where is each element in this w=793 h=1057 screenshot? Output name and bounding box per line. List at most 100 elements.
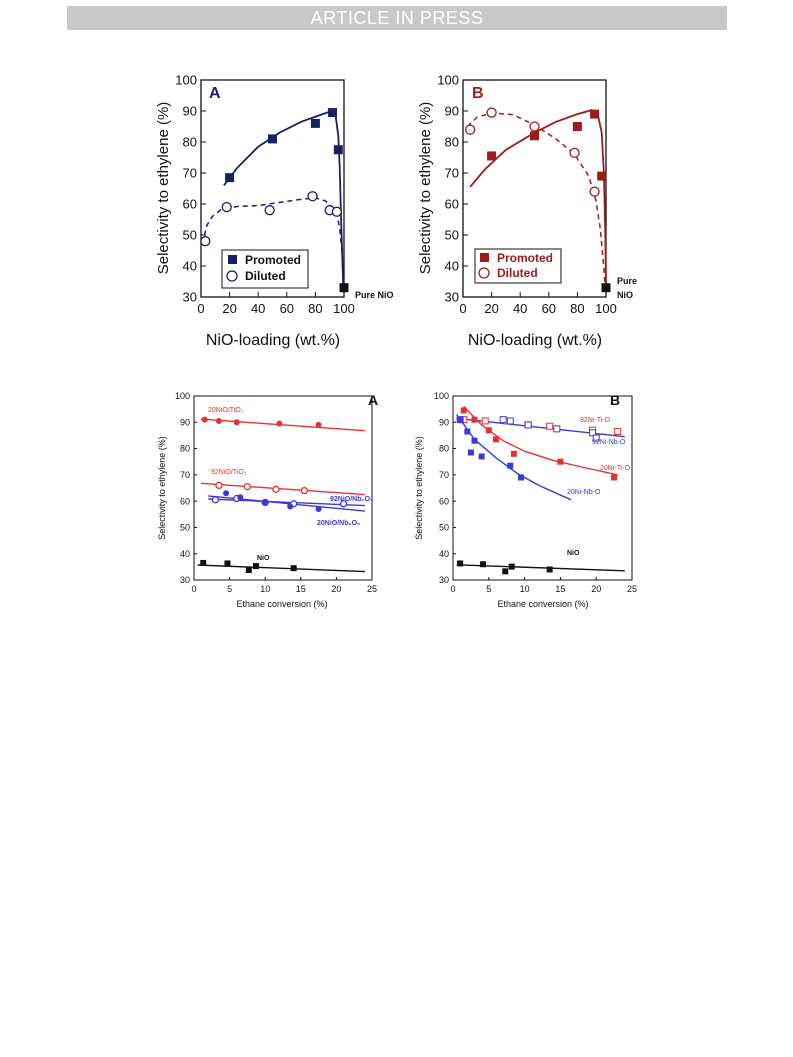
data-point [268,134,277,144]
data-point [611,474,618,481]
panel-label-b: B [610,392,620,408]
x-tick-label: 5 [227,584,232,594]
x-tick-label: 20 [591,584,601,594]
data-point [272,485,280,493]
data-point [464,428,471,435]
fit-curve-diluted [201,197,345,279]
annotation-nio: NiO [617,290,633,300]
x-axis-label: NiO-loading (wt.%) [468,332,602,349]
data-point [215,417,222,424]
data-point [487,151,497,161]
data-point [601,283,611,293]
y-tick-label: 70 [445,166,459,181]
data-point [264,205,275,216]
y-tick-label: 50 [439,523,449,533]
legend-marker-diluted [226,270,238,282]
y-tick-label: 70 [183,166,197,181]
y-tick-label: 40 [180,549,190,559]
fit-curve-diluted [466,112,607,288]
fit-curve-20ni-ti-o [463,406,618,476]
data-point [464,124,476,135]
data-point [315,421,322,428]
data-point [546,422,554,430]
data-point [499,416,507,424]
y-tick-label: 90 [439,417,449,427]
y-tick-label: 60 [183,197,197,212]
x-tick-label: 10 [520,584,530,594]
x-axis-label: Ethane conversion (%) [497,599,588,609]
y-tick-label: 70 [439,470,449,480]
data-point [307,191,318,202]
article-in-press-banner: ARTICLE IN PRESS [67,6,727,30]
y-tick-label: 90 [183,104,197,119]
y-tick-label: 100 [434,391,449,401]
legend-label-diluted: Diluted [497,266,538,280]
legend-marker-promoted [480,253,489,262]
chart-top-right: 0 20 40 60 80 100 30 40 50 60 70 80 90 100 B NiO-load… [417,73,637,349]
y-tick-label: 100 [175,391,190,401]
data-point [457,560,464,567]
plot-frame [462,79,607,298]
series-label-20ni-ti-o: 20Ni-Ti-O [600,465,631,472]
data-point [460,407,467,414]
x-tick-label: 15 [296,584,306,594]
legend-marker-promoted [228,255,237,264]
fit-line-nio [197,564,365,573]
panel-label-a: A [209,85,221,102]
data-point [200,236,211,247]
fit-line-92nio-tio2 [201,482,365,496]
series-label-20nio-tio2: 20NiO/TiO₂ [208,407,244,414]
data-point [481,417,489,425]
x-tick-label: 0 [450,584,455,594]
y-tick-label: 80 [180,444,190,454]
data-point [572,122,582,131]
y-tick-label: 50 [183,228,197,243]
y-axis-label: Selectivity to ethylene (%) [417,102,434,275]
data-point [492,436,499,443]
x-tick-label: 0 [197,301,204,316]
y-tick-label: 50 [180,523,190,533]
y-tick-label: 80 [439,444,449,454]
data-point [518,474,525,481]
data-point [478,453,485,460]
legend-label-promoted: Promoted [245,253,301,267]
data-point [310,118,320,128]
data-point [467,449,474,456]
series-label-nio: NiO [257,555,270,562]
data-point [589,429,597,437]
data-point [589,186,600,197]
data-point [201,416,208,423]
y-tick-label: 30 [180,575,190,585]
data-point [471,437,478,444]
data-point [225,173,235,183]
x-tick-label: 20 [484,301,498,316]
y-tick-label: 30 [445,290,459,305]
panel-label-b: B [472,85,484,102]
data-point [237,494,244,501]
fit-line-20nio-tio2 [201,418,365,432]
data-point [333,145,343,155]
data-point [480,561,487,568]
data-point [502,568,509,575]
y-tick-label: 30 [183,290,197,305]
y-tick-label: 40 [183,259,197,274]
data-point [507,462,514,469]
x-tick-label: 10 [260,584,270,594]
data-point [328,108,338,118]
annotation-pure-nio: Pure NiO [355,290,394,300]
fit-curve-promoted [469,109,607,288]
chart-bottom-left: 0 5 10 15 20 25 30 40 50 60 70 80 90 100 A Ethane con… [157,391,378,609]
y-tick-label: 60 [439,496,449,506]
y-axis-label: Selectivity to ethylene (%) [155,102,172,275]
data-point [471,416,478,423]
y-tick-label: 80 [445,135,459,150]
series-label-20ni-nb-o: 20Ni-Nb-O [567,489,601,496]
x-tick-label: 25 [627,584,637,594]
series-label-92ni-nb-o: 92Ni-Nb-O [592,439,626,446]
x-tick-label: 15 [555,584,565,594]
y-tick-label: 40 [445,259,459,274]
data-point [223,490,230,497]
x-tick-label: 40 [513,301,527,316]
data-point [486,107,497,118]
